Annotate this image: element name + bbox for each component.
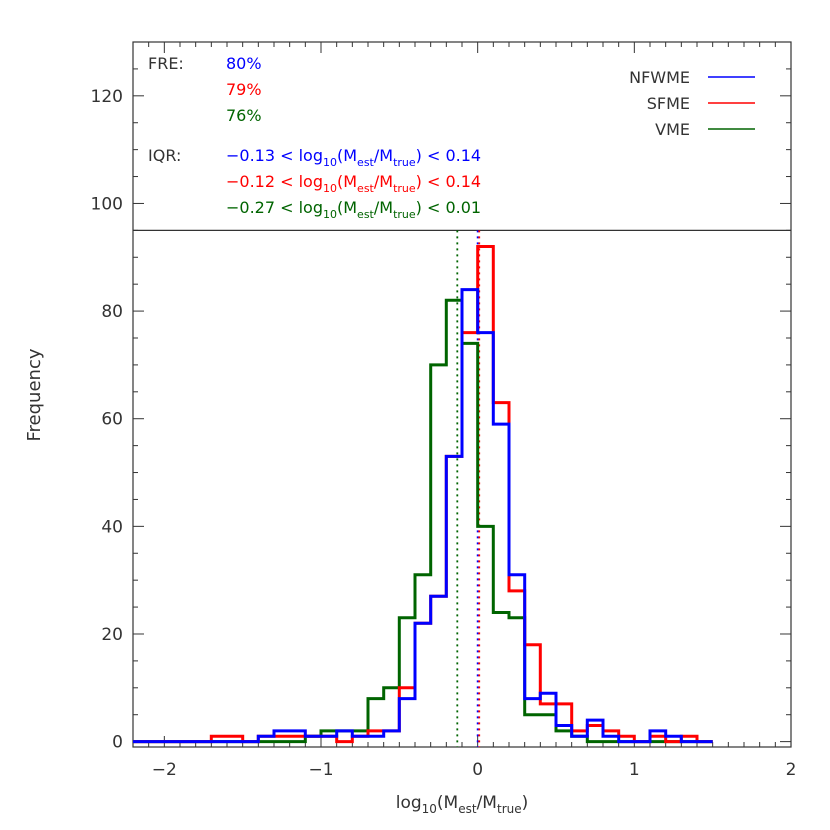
y-tick-label: 120 xyxy=(91,87,123,107)
histogram-series xyxy=(133,245,713,744)
y-axis-label: Frequency xyxy=(24,348,45,441)
x-tick-label: −1 xyxy=(308,760,333,780)
legend: NFWME SFME VME xyxy=(629,68,755,139)
legend-label-nfwme: NFWME xyxy=(629,68,690,87)
x-tick-label: −2 xyxy=(152,760,177,780)
x-tick-label: 1 xyxy=(629,760,640,780)
histogram-sfme xyxy=(133,245,713,744)
fre-label: FRE: xyxy=(148,54,184,73)
iqr-row-nfwme: −0.13 < log10(Mest/Mtrue) < 0.14 xyxy=(226,146,481,169)
x-tick-label: 2 xyxy=(786,760,797,780)
fre-value-vme: 76% xyxy=(226,106,262,125)
x-axis-label: log10(Mest/Mtrue) xyxy=(396,793,529,816)
legend-label-vme: VME xyxy=(655,120,690,139)
histogram-vme xyxy=(133,298,713,744)
iqr-annotation: IQR: −0.13 < log10(Mest/Mtrue) < 0.14 −0.… xyxy=(148,146,481,221)
axis-ticks xyxy=(132,41,792,747)
y-tick-label: 80 xyxy=(101,302,123,322)
iqr-row-vme: −0.27 < log10(Mest/Mtrue) < 0.01 xyxy=(226,198,481,221)
y-tick-label: 0 xyxy=(112,733,123,753)
iqr-label: IQR: xyxy=(148,146,181,165)
y-tick-label: 40 xyxy=(101,517,123,537)
histogram-nfwme xyxy=(133,288,713,744)
y-tick-label: 60 xyxy=(101,410,123,430)
fre-value-nfwme: 80% xyxy=(226,54,262,73)
y-tick-label: 100 xyxy=(91,194,123,214)
iqr-row-sfme: −0.12 < log10(Mest/Mtrue) < 0.14 xyxy=(226,172,481,195)
x-tick-label: 0 xyxy=(472,760,483,780)
legend-label-sfme: SFME xyxy=(647,94,690,113)
fre-value-sfme: 79% xyxy=(226,80,262,99)
fre-annotation: FRE: 80% 79% 76% xyxy=(148,54,262,125)
y-tick-label: 20 xyxy=(101,625,123,645)
